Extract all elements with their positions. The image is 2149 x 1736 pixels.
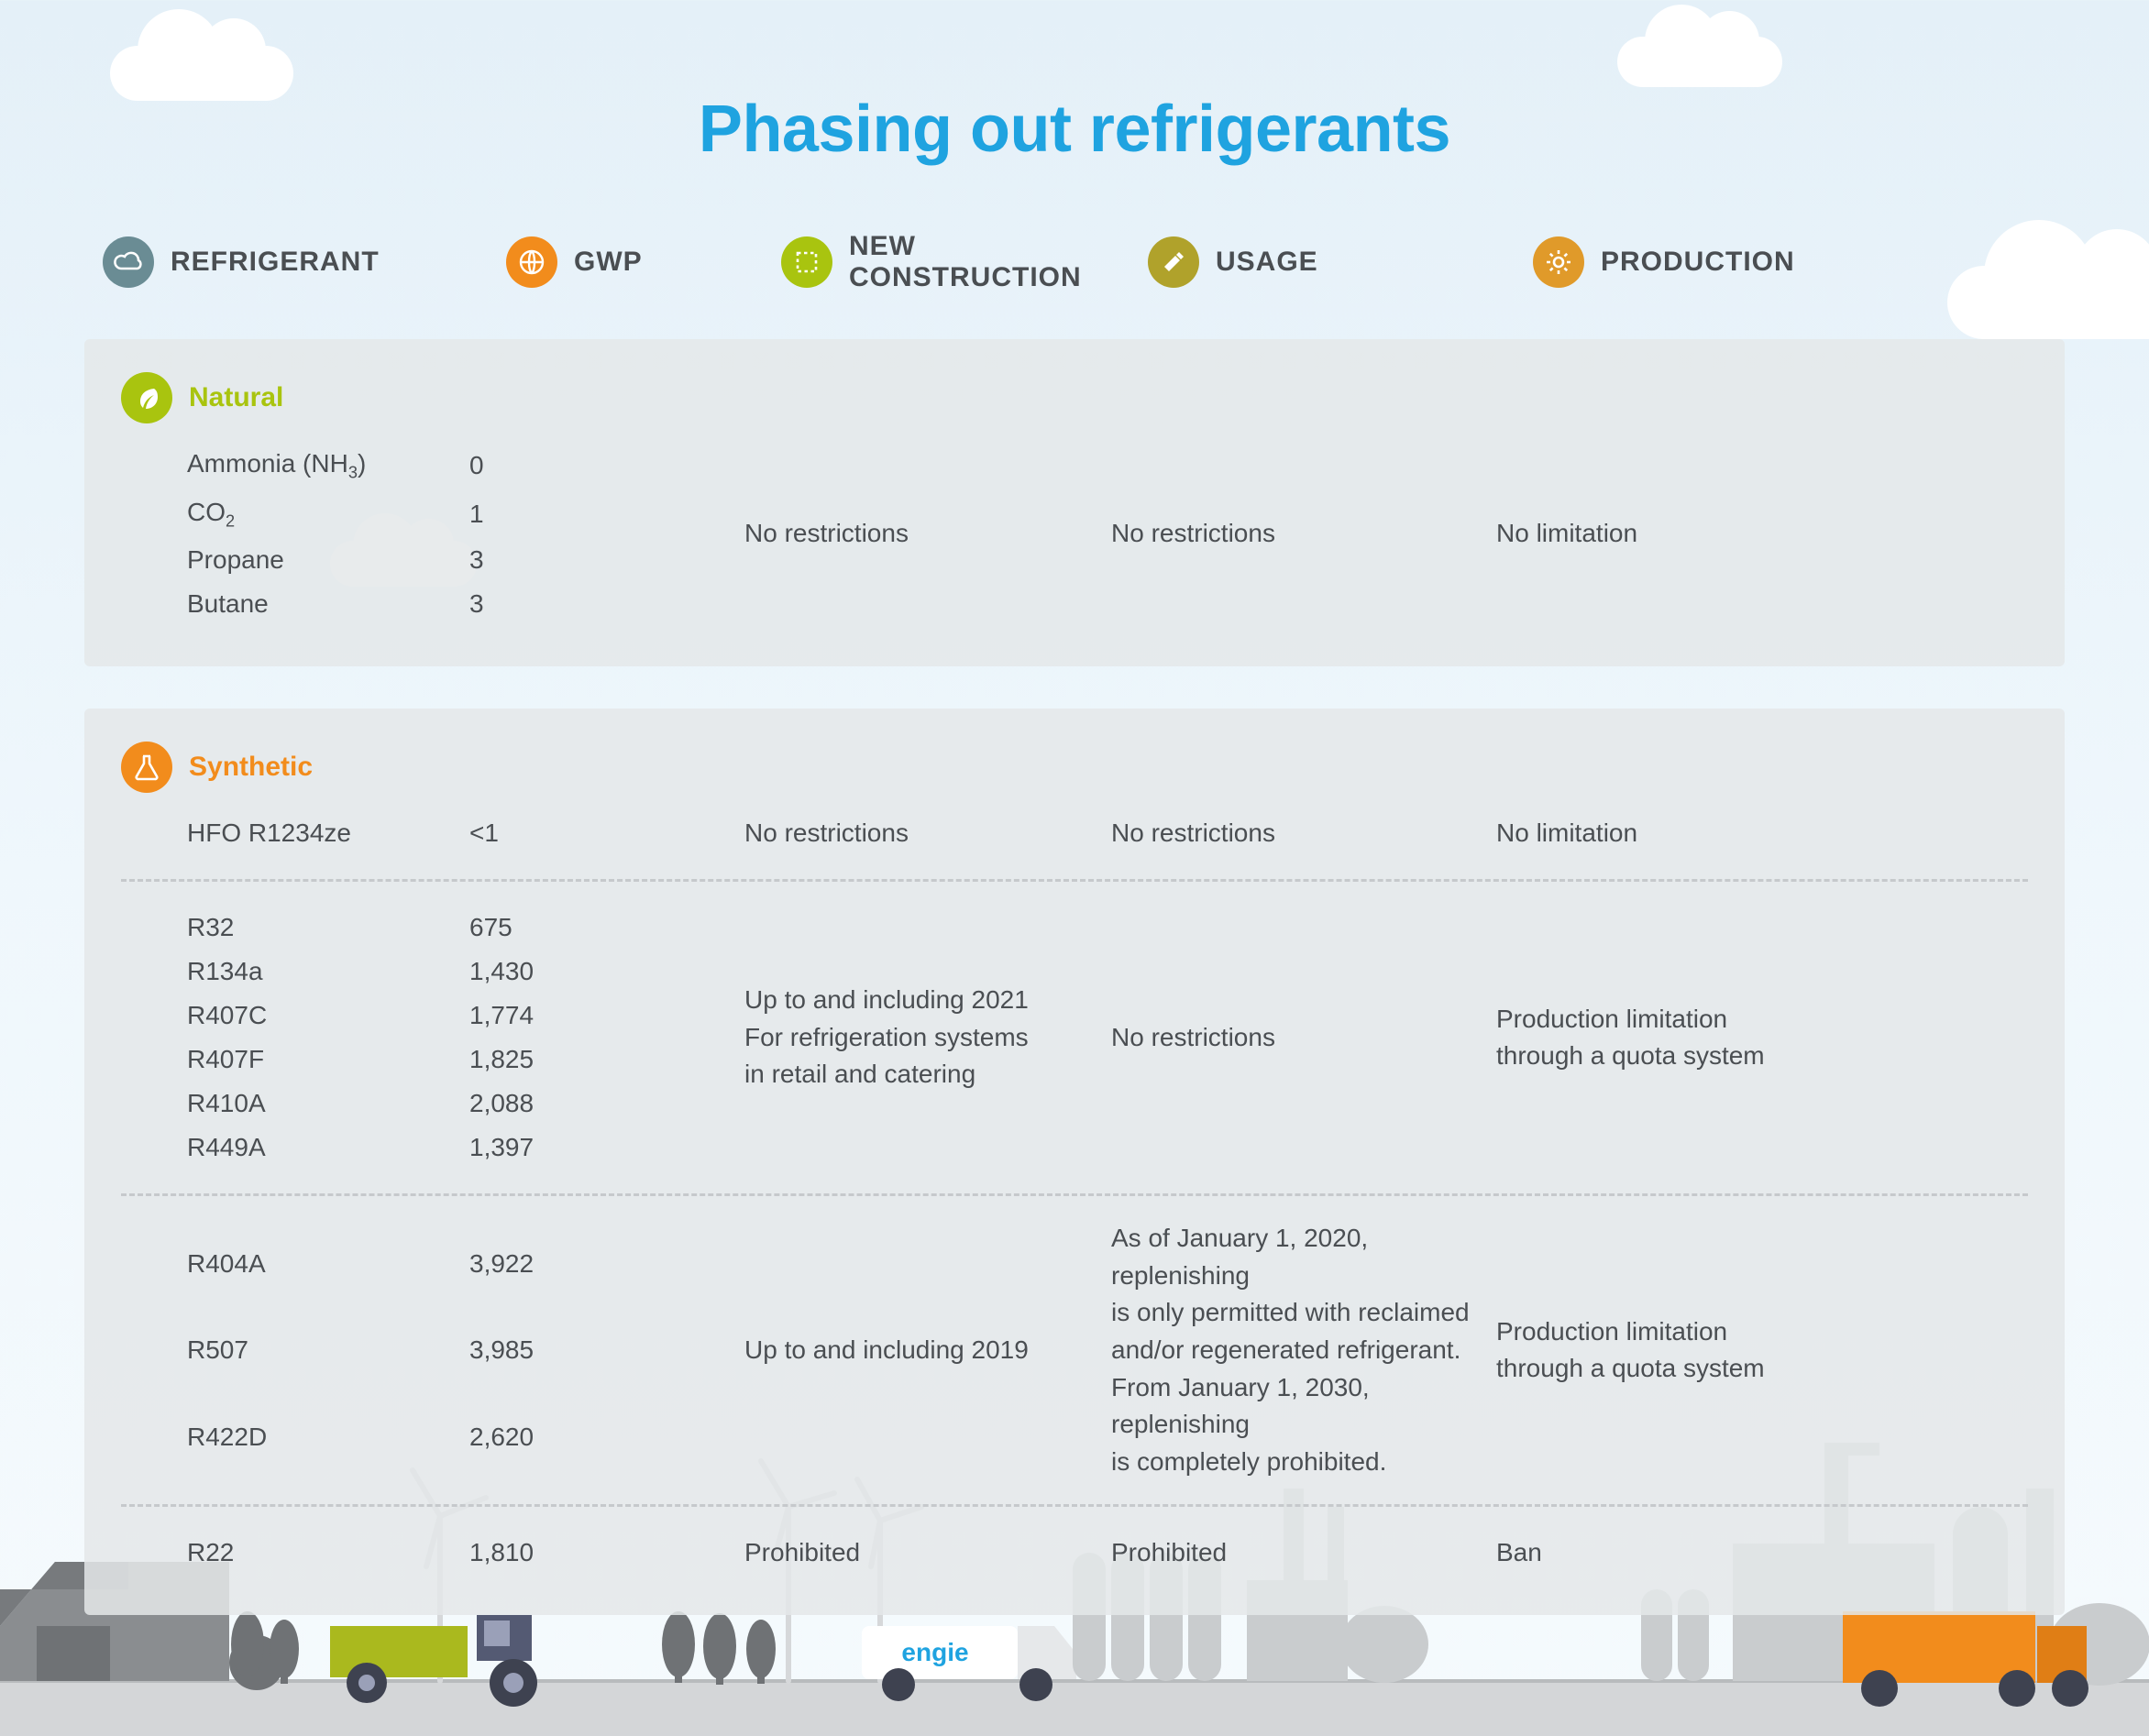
refrigerant-name: R32 [121,906,469,950]
header-new-construction: New construction [781,231,1148,293]
usage-value: Prohibited [1111,1534,1496,1572]
refrigerant-name: R410A [121,1082,469,1126]
usage-value: No restrictions [1111,515,1496,553]
flask-icon [121,742,172,793]
newConstruction-value: Up to and including 2019 [744,1332,1111,1369]
page-title: Phasing out refrigerants [0,0,2149,231]
gwp-value: 1,825 [469,1038,744,1082]
refrigerant-name: R422D [121,1415,469,1459]
refrigerant-name: R449A [121,1126,469,1170]
newConstruction-value: No restrictions [744,815,1111,852]
gwp-value: 675 [469,906,744,950]
header-label: Refrigerant [171,247,380,278]
refrigerant-name: R407C [121,994,469,1038]
header-label: Usage [1216,247,1318,278]
gwp-value: 2,088 [469,1082,744,1126]
tools-icon [1148,236,1199,288]
group-divider [121,879,2028,882]
production-value: No limitation [1496,515,2028,553]
leaf-icon [121,372,172,423]
production-value: Production limitationthrough a quota sys… [1496,1001,2028,1075]
cloud-icon [103,236,154,288]
gwp-value: <1 [469,811,744,855]
header-refrigerant: Refrigerant [103,236,506,288]
refrigerant-name: Ammonia (NH3) [121,442,469,490]
gwp-value: 0 [469,444,744,488]
usage-value: No restrictions [1111,1019,1496,1057]
header-usage: Usage [1148,236,1533,288]
header-production: Production [1533,236,2046,288]
gwp-value: 3 [469,538,744,582]
group-divider [121,1193,2028,1196]
panel-synthetic: Synthetic HFO R1234ze<1No restrictionsNo… [84,709,2065,1615]
refrigerant-name: Propane [121,538,469,582]
refrigerant-name: R134a [121,950,469,994]
header-label: Production [1601,247,1795,278]
panel-natural: Natural Ammonia (NH3)0CO21Propane3Butane… [84,339,2065,666]
gear-icon [1533,236,1584,288]
production-value: Production limitationthrough a quota sys… [1496,1313,2028,1388]
gwp-value: 1,810 [469,1531,744,1575]
usage-value: No restrictions [1111,815,1496,852]
gwp-value: 1 [469,492,744,536]
production-value: No limitation [1496,815,2028,852]
cloud-decoration [1617,37,1782,87]
refrigerant-name: R507 [121,1328,469,1372]
header-label: New construction [849,231,1148,293]
gwp-value: 3,922 [469,1242,744,1286]
usage-value: As of January 1, 2020, replenishingis on… [1111,1220,1496,1480]
refrigerant-name: CO2 [121,490,469,539]
group-divider [121,1504,2028,1507]
gwp-value: 2,620 [469,1415,744,1459]
header-label: GWP [574,247,643,278]
gwp-value: 1,397 [469,1126,744,1170]
blueprint-icon [781,236,832,288]
section-title-synthetic: Synthetic [189,752,313,783]
refrigerant-name: R22 [121,1531,469,1575]
gwp-value: 1,774 [469,994,744,1038]
gwp-value: 3 [469,582,744,626]
newConstruction-value: No restrictions [744,515,1111,553]
production-value: Ban [1496,1534,2028,1572]
newConstruction-value: Up to and including 2021For refrigeratio… [744,982,1111,1093]
brand-logo: engie [901,1638,968,1666]
refrigerant-name: R404A [121,1242,469,1286]
gwp-value: 3,985 [469,1328,744,1372]
gwp-value: 1,430 [469,950,744,994]
newConstruction-value: Prohibited [744,1534,1111,1572]
refrigerant-name: HFO R1234ze [121,811,469,855]
refrigerant-name: Butane [121,582,469,626]
header-gwp: GWP [506,236,781,288]
section-title-natural: Natural [189,382,283,413]
refrigerant-name: R407F [121,1038,469,1082]
cloud-decoration [110,46,293,101]
globe-icon [506,236,557,288]
column-headers: Refrigerant GWP New construction [84,231,2065,339]
